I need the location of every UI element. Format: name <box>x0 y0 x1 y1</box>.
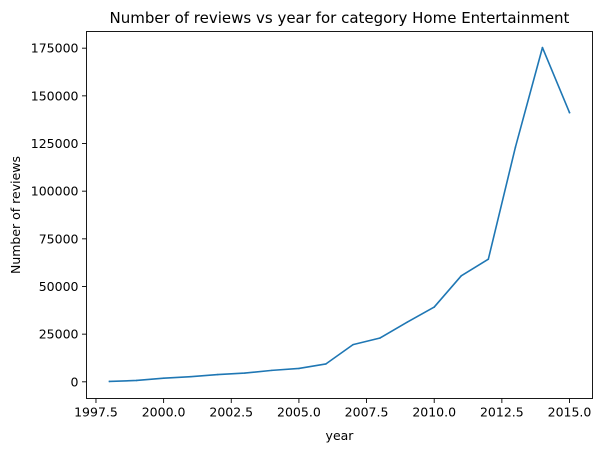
data-point <box>298 367 300 370</box>
y-tick-label: 100000 <box>31 184 79 199</box>
x-tick-label: 2012.5 <box>480 405 524 420</box>
x-tick-label: 2002.5 <box>209 405 253 420</box>
y-tick-label: 175000 <box>31 41 79 56</box>
plot-area <box>108 46 571 383</box>
y-axis-label: Number of reviews <box>8 156 23 274</box>
data-point <box>162 377 165 379</box>
data-point <box>325 363 327 365</box>
y-tick-label: 125000 <box>31 136 79 151</box>
axes-frame <box>86 31 593 399</box>
y-tick-label: 25000 <box>39 327 79 342</box>
data-point <box>433 306 436 308</box>
x-tick-label: 2005.0 <box>277 405 321 420</box>
x-axis: 1997.5 2000.0 2002.5 2005.0 2007.5 2010.0 2012… <box>74 398 592 420</box>
data-point <box>568 111 571 114</box>
series-line <box>108 46 571 383</box>
data-point <box>487 258 490 261</box>
y-axis: 0 25000 50000 75000 100000 125000 150000 175000 <box>31 41 87 389</box>
data-point <box>135 379 138 382</box>
data-point <box>243 372 246 374</box>
data-point <box>514 146 517 149</box>
y-tick-label: 75000 <box>39 231 79 246</box>
data-point <box>108 380 111 383</box>
data-point <box>541 46 544 49</box>
y-tick-label: 50000 <box>39 279 79 294</box>
data-point <box>379 337 381 339</box>
y-tick-label: 150000 <box>31 88 79 103</box>
x-axis-label: year <box>326 428 355 443</box>
data-point <box>216 373 219 376</box>
x-tick-label: 2000.0 <box>142 405 186 420</box>
y-tick-label: 0 <box>71 374 79 389</box>
x-tick-label: 2010.0 <box>412 405 456 420</box>
x-tick-label: 2015.0 <box>548 405 592 420</box>
data-point <box>352 343 354 346</box>
x-tick-label: 2007.5 <box>345 405 389 420</box>
chart-title: Number of reviews vs year for category H… <box>110 9 570 27</box>
data-point <box>460 275 463 277</box>
x-tick-label: 1997.5 <box>74 405 118 420</box>
data-point <box>406 321 408 323</box>
data-point <box>189 375 192 378</box>
data-point <box>271 369 273 372</box>
